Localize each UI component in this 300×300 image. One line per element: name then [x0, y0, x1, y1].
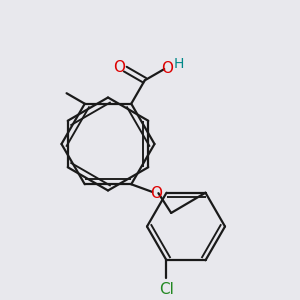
Text: H: H — [173, 57, 184, 71]
Text: O: O — [150, 186, 162, 201]
Text: O: O — [113, 60, 125, 75]
Text: O: O — [160, 61, 172, 76]
Text: Cl: Cl — [159, 282, 174, 297]
